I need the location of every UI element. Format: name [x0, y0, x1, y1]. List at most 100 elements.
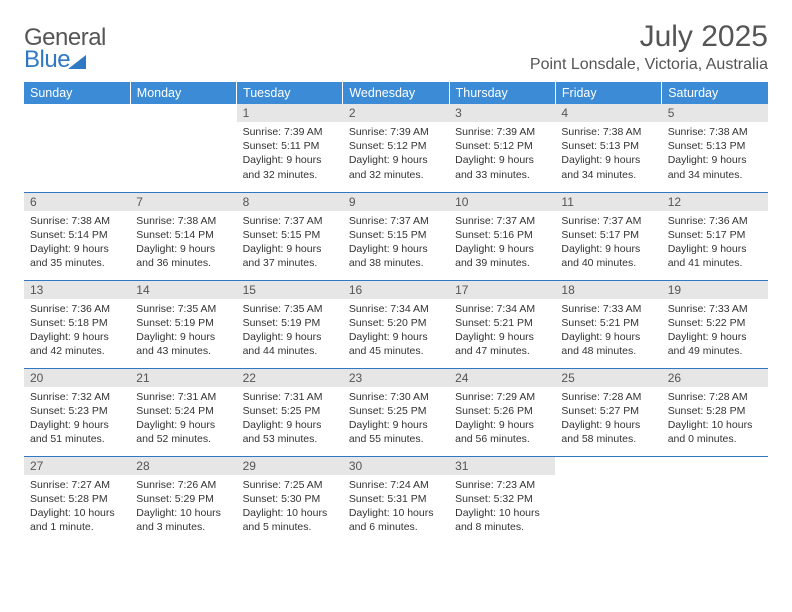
- calendar-week: 13 Sunrise: 7:36 AMSunset: 5:18 PM Dayligh…: [24, 280, 768, 368]
- calendar-page: General Blue July 2025 Point Lonsdale, V…: [0, 0, 792, 564]
- day-sunrise: Sunrise: 7:37 AM: [243, 214, 337, 228]
- calendar-cell: 25Sunrise: 7:28 AMSunset: 5:27 PMDayligh…: [555, 368, 661, 456]
- dow-tuesday: Tuesday: [237, 82, 343, 104]
- day-day2: and 49 minutes.: [668, 344, 762, 358]
- day-day2: and 55 minutes.: [349, 432, 443, 446]
- day-day2: and 40 minutes.: [561, 256, 655, 270]
- day-day2: and 53 minutes.: [243, 432, 337, 446]
- day-day2: and 5 minutes.: [243, 520, 337, 534]
- day-body: Sunrise: 7:31 AMSunset: 5:24 PMDaylight:…: [130, 387, 236, 453]
- day-day2: and 45 minutes.: [349, 344, 443, 358]
- day-day2: and 1 minute.: [30, 520, 124, 534]
- day-number: 13: [24, 281, 130, 299]
- day-day2: and 41 minutes.: [668, 256, 762, 270]
- day-sunset: Sunset: 5:23 PM: [30, 404, 124, 418]
- calendar-cell: 29Sunrise: 7:25 AMSunset: 5:30 PMDayligh…: [237, 456, 343, 544]
- day-day1: Daylight: 10 hours: [668, 418, 762, 432]
- day-body: Sunrise: 7:37 AMSunset: 5:15 PMDaylight:…: [343, 211, 449, 277]
- day-day1: Daylight: 9 hours: [668, 330, 762, 344]
- day-day1: Daylight: 9 hours: [561, 153, 655, 167]
- day-day2: and 58 minutes.: [561, 432, 655, 446]
- day-body: Sunrise: 7:38 AMSunset: 5:13 PMDaylight:…: [555, 122, 661, 188]
- day-number: 14: [130, 281, 236, 299]
- calendar-week: 20Sunrise: 7:32 AMSunset: 5:23 PMDayligh…: [24, 368, 768, 456]
- day-number: 17: [449, 281, 555, 299]
- day-sunrise: Sunrise: 7:27 AM: [30, 478, 124, 492]
- day-day1: Daylight: 9 hours: [30, 242, 124, 256]
- calendar-week: 6Sunrise: 7:38 AMSunset: 5:14 PMDaylight…: [24, 192, 768, 280]
- calendar-cell: 28Sunrise: 7:26 AMSunset: 5:29 PMDayligh…: [130, 456, 236, 544]
- calendar-cell: 5Sunrise: 7:38 AMSunset: 5:13 PMDaylight…: [662, 104, 768, 192]
- day-sunrise: Sunrise: 7:37 AM: [455, 214, 549, 228]
- calendar-cell: 19Sunrise: 7:33 AMSunset: 5:22 PMDayligh…: [662, 280, 768, 368]
- day-sunset: Sunset: 5:15 PM: [349, 228, 443, 242]
- day-day1: Daylight: 9 hours: [455, 418, 549, 432]
- day-number: 2: [343, 104, 449, 122]
- day-sunset: Sunset: 5:27 PM: [561, 404, 655, 418]
- day-of-week-row: Sunday Monday Tuesday Wednesday Thursday…: [24, 82, 768, 104]
- day-body: Sunrise: 7:28 AMSunset: 5:27 PMDaylight:…: [555, 387, 661, 453]
- day-sunrise: Sunrise: 7:25 AM: [243, 478, 337, 492]
- day-number: 4: [555, 104, 661, 122]
- day-day2: and 32 minutes.: [349, 168, 443, 182]
- dow-thursday: Thursday: [449, 82, 555, 104]
- day-sunset: Sunset: 5:21 PM: [455, 316, 549, 330]
- day-number: 8: [237, 193, 343, 211]
- day-day1: Daylight: 10 hours: [30, 506, 124, 520]
- day-sunset: Sunset: 5:24 PM: [136, 404, 230, 418]
- day-day1: Daylight: 9 hours: [136, 242, 230, 256]
- calendar-cell: 14Sunrise: 7:35 AMSunset: 5:19 PMDayligh…: [130, 280, 236, 368]
- day-sunrise: Sunrise: 7:33 AM: [561, 302, 655, 316]
- day-sunset: Sunset: 5:16 PM: [455, 228, 549, 242]
- calendar-cell: [24, 104, 130, 192]
- day-sunset: Sunset: 5:18 PM: [30, 316, 124, 330]
- day-number: 11: [555, 193, 661, 211]
- day-day2: and 32 minutes.: [243, 168, 337, 182]
- day-day2: and 36 minutes.: [136, 256, 230, 270]
- day-day2: and 37 minutes.: [243, 256, 337, 270]
- header-row: General Blue July 2025 Point Lonsdale, V…: [24, 20, 768, 74]
- day-day1: Daylight: 9 hours: [561, 330, 655, 344]
- calendar-cell: 18Sunrise: 7:33 AMSunset: 5:21 PMDayligh…: [555, 280, 661, 368]
- day-body: Sunrise: 7:31 AMSunset: 5:25 PMDaylight:…: [237, 387, 343, 453]
- calendar-cell: 4Sunrise: 7:38 AMSunset: 5:13 PMDaylight…: [555, 104, 661, 192]
- calendar-cell: 22Sunrise: 7:31 AMSunset: 5:25 PMDayligh…: [237, 368, 343, 456]
- day-day2: and 33 minutes.: [455, 168, 549, 182]
- day-sunset: Sunset: 5:25 PM: [349, 404, 443, 418]
- day-number: 29: [237, 457, 343, 475]
- day-number: 24: [449, 369, 555, 387]
- day-body: Sunrise: 7:30 AMSunset: 5:25 PMDaylight:…: [343, 387, 449, 453]
- calendar-cell: 24Sunrise: 7:29 AMSunset: 5:26 PMDayligh…: [449, 368, 555, 456]
- calendar-table: Sunday Monday Tuesday Wednesday Thursday…: [24, 82, 768, 544]
- day-sunrise: Sunrise: 7:39 AM: [349, 125, 443, 139]
- day-sunset: Sunset: 5:20 PM: [349, 316, 443, 330]
- title-block: July 2025 Point Lonsdale, Victoria, Aust…: [530, 20, 768, 74]
- day-body: Sunrise: 7:29 AMSunset: 5:26 PMDaylight:…: [449, 387, 555, 453]
- day-body: Sunrise: 7:37 AMSunset: 5:17 PMDaylight:…: [555, 211, 661, 277]
- dow-friday: Friday: [555, 82, 661, 104]
- day-day2: and 56 minutes.: [455, 432, 549, 446]
- day-body: Sunrise: 7:35 AMSunset: 5:19 PMDaylight:…: [130, 299, 236, 365]
- day-body: Sunrise: 7:23 AMSunset: 5:32 PMDaylight:…: [449, 475, 555, 541]
- day-sunrise: Sunrise: 7:34 AM: [455, 302, 549, 316]
- calendar-cell: 13Sunrise: 7:36 AMSunset: 5:18 PMDayligh…: [24, 280, 130, 368]
- day-sunrise: Sunrise: 7:39 AM: [455, 125, 549, 139]
- day-sunrise: Sunrise: 7:36 AM: [30, 302, 124, 316]
- day-sunset: Sunset: 5:31 PM: [349, 492, 443, 506]
- day-sunset: Sunset: 5:30 PM: [243, 492, 337, 506]
- calendar-cell: 20Sunrise: 7:32 AMSunset: 5:23 PMDayligh…: [24, 368, 130, 456]
- dow-wednesday: Wednesday: [343, 82, 449, 104]
- calendar-week: 1Sunrise: 7:39 AMSunset: 5:11 PMDaylight…: [24, 104, 768, 192]
- day-body: Sunrise: 7:39 AMSunset: 5:11 PMDaylight:…: [237, 122, 343, 188]
- logo-line2: Blue: [24, 48, 70, 72]
- day-body: Sunrise: 7:37 AMSunset: 5:15 PMDaylight:…: [237, 211, 343, 277]
- day-number: 6: [24, 193, 130, 211]
- calendar-cell: 30Sunrise: 7:24 AMSunset: 5:31 PMDayligh…: [343, 456, 449, 544]
- day-sunrise: Sunrise: 7:31 AM: [136, 390, 230, 404]
- day-body: Sunrise: 7:33 AMSunset: 5:22 PMDaylight:…: [662, 299, 768, 365]
- day-number: 10: [449, 193, 555, 211]
- day-sunrise: Sunrise: 7:35 AM: [243, 302, 337, 316]
- day-sunrise: Sunrise: 7:26 AM: [136, 478, 230, 492]
- day-day1: Daylight: 9 hours: [349, 418, 443, 432]
- day-sunset: Sunset: 5:14 PM: [136, 228, 230, 242]
